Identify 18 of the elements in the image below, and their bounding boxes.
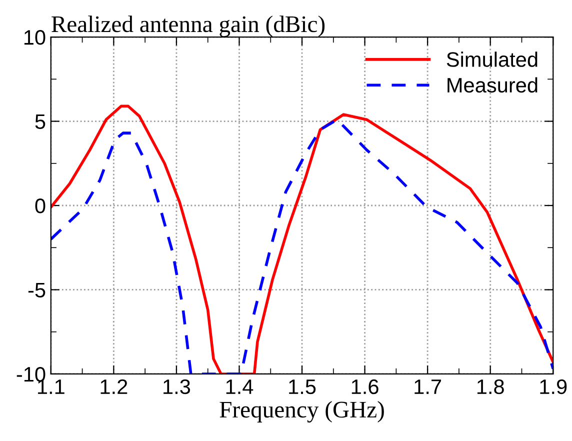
x-tick-label: 1.1 (38, 380, 64, 394)
x-tick-label: 1.9 (540, 379, 567, 394)
chart-title: Realized antenna gain (dBic) (52, 16, 325, 38)
x-tick-label: 1.6 (352, 379, 378, 394)
x-tick-label: 1.2 (100, 379, 128, 394)
y-tick-label: 10 (24, 30, 46, 45)
x-tick-label: 1.4 (226, 380, 254, 394)
x-axis-title: Frequency (GHz) (220, 401, 384, 423)
legend-label: Measured (448, 77, 538, 93)
y-tick-label: -5 (28, 282, 46, 298)
y-tick-label: -10 (16, 366, 46, 382)
x-tick-label: 1.3 (164, 379, 190, 394)
y-tick-label: 0 (35, 198, 46, 214)
x-tick-label: 1.5 (289, 380, 316, 394)
x-tick-label: 1.8 (477, 379, 504, 394)
x-tick-label: 1.7 (414, 380, 442, 394)
y-tick-label: 5 (35, 114, 46, 130)
legend-label: Simulated (446, 52, 538, 67)
